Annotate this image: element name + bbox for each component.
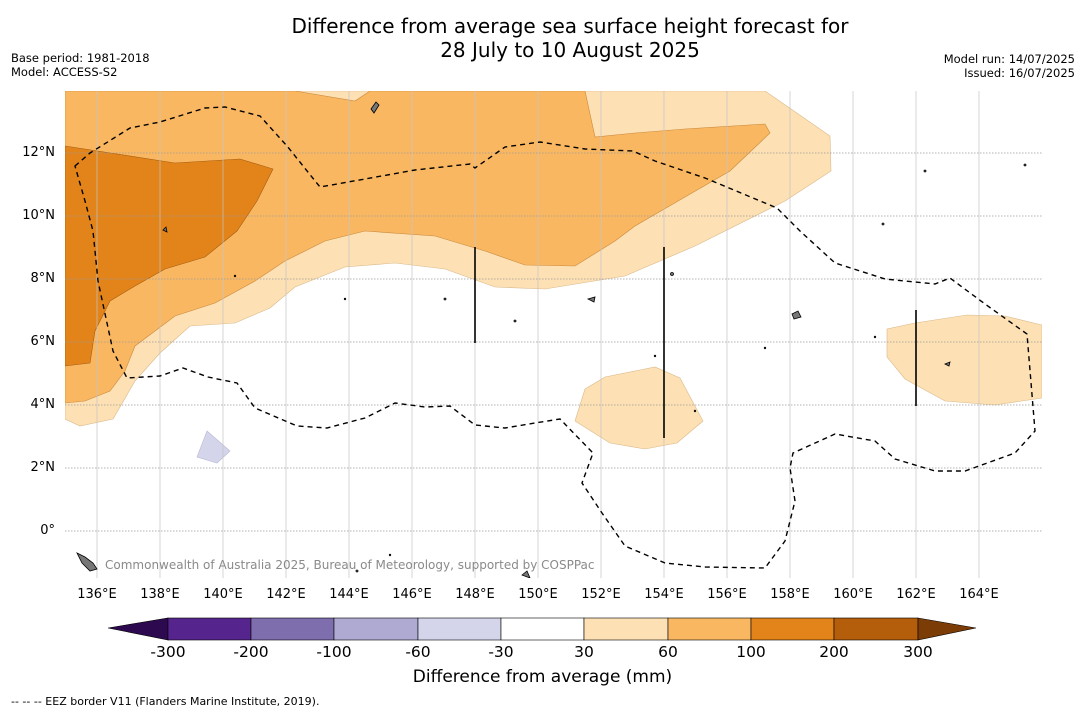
lat-label-2n: 2°N bbox=[30, 460, 56, 475]
colorbar-tick: 100 bbox=[736, 643, 766, 661]
title-line-1: Difference from average sea surface heig… bbox=[291, 14, 849, 38]
island-guam-area bbox=[370, 101, 380, 114]
lon-label-144e: 144°E bbox=[329, 587, 369, 602]
colorbar-bin bbox=[333, 617, 419, 641]
lon-label-150e: 150°E bbox=[518, 587, 558, 602]
lon-label-158e: 158°E bbox=[770, 587, 810, 602]
lon-label-142e: 142°E bbox=[266, 587, 306, 602]
anomaly-regions bbox=[65, 91, 1042, 464]
island-small-4 bbox=[521, 570, 531, 578]
eez-border bbox=[74, 106, 1036, 569]
colorbar-bin bbox=[250, 617, 335, 641]
lat-label-8n: 8°N bbox=[30, 271, 56, 286]
issued-date: Issued: 16/07/2025 bbox=[964, 66, 1075, 80]
island-palau bbox=[76, 552, 98, 572]
colorbar-bin bbox=[750, 617, 835, 641]
lat-label-4n: 4°N bbox=[30, 397, 56, 412]
lon-label-162e: 162°E bbox=[896, 587, 936, 602]
lon-label-160e: 160°E bbox=[833, 587, 873, 602]
map-area bbox=[65, 91, 1042, 578]
lat-label-10n: 10°N bbox=[22, 208, 55, 223]
colorbar-svg bbox=[107, 617, 977, 641]
region-100-200 bbox=[65, 145, 274, 367]
lat-label-12n: 12°N bbox=[22, 145, 55, 160]
lat-label-6n: 6°N bbox=[30, 334, 56, 349]
region-east-30-60 bbox=[886, 314, 1042, 406]
colorbar-bin bbox=[500, 617, 585, 641]
colorbar-tick: 60 bbox=[658, 643, 678, 661]
map-svg bbox=[65, 91, 1042, 578]
lon-label-156e: 156°E bbox=[707, 587, 747, 602]
gridlines bbox=[65, 152, 1042, 532]
colorbar-extend-high bbox=[917, 617, 977, 641]
meta-right: Model run: 14/07/2025 Issued: 16/07/2025 bbox=[944, 52, 1075, 80]
base-period: Base period: 1981-2018 bbox=[11, 51, 150, 65]
colorbar-bin bbox=[167, 617, 252, 641]
lon-label-148e: 148°E bbox=[455, 587, 495, 602]
region-south-30-60 bbox=[574, 366, 704, 450]
colorbar-tick: -200 bbox=[233, 643, 269, 661]
eez-legend-footer: -- -- -- EEZ border V11 (Flanders Marine… bbox=[11, 695, 320, 708]
model-name: Model: ACCESS-S2 bbox=[11, 65, 118, 79]
model-run: Model run: 14/07/2025 bbox=[943, 52, 1075, 66]
colorbar-tick: 200 bbox=[819, 643, 849, 661]
colorbar-title: Difference from average (mm) bbox=[412, 667, 673, 687]
lon-label-164e: 164°E bbox=[959, 587, 999, 602]
lon-label-136e: 136°E bbox=[77, 587, 117, 602]
colorbar-tick: -100 bbox=[316, 643, 352, 661]
islands bbox=[76, 101, 1027, 578]
colorbar-tick: -30 bbox=[488, 643, 514, 661]
colorbar-bin bbox=[667, 617, 752, 641]
lon-label-146e: 146°E bbox=[392, 587, 432, 602]
island-small-3 bbox=[586, 296, 596, 303]
colorbar-bin bbox=[417, 617, 502, 641]
colorbar-tick: 300 bbox=[903, 643, 933, 661]
island-small-1 bbox=[162, 226, 168, 233]
lon-label-152e: 152°E bbox=[581, 587, 621, 602]
colorbar-tick: -300 bbox=[150, 643, 186, 661]
boundary-lines bbox=[474, 247, 917, 438]
colorbar-tick: -60 bbox=[405, 643, 431, 661]
colorbar-bin bbox=[583, 617, 669, 641]
region-negative-30-60 bbox=[196, 430, 231, 464]
meta-left: Base period: 1981-2018 Model: ACCESS-S2 bbox=[11, 51, 150, 79]
colorbar bbox=[107, 616, 978, 648]
map-title: Difference from average sea surface heig… bbox=[0, 14, 1085, 62]
lon-label-140e: 140°E bbox=[203, 587, 243, 602]
lon-label-154e: 154°E bbox=[644, 587, 684, 602]
title-line-2: 28 July to 10 August 2025 bbox=[440, 38, 700, 62]
copyright-notice: Commonwealth of Australia 2025, Bureau o… bbox=[105, 558, 595, 572]
lon-label-138e: 138°E bbox=[140, 587, 180, 602]
colorbar-bin bbox=[833, 617, 919, 641]
island-chuuk bbox=[791, 310, 802, 320]
island-small-2 bbox=[944, 361, 951, 367]
colorbar-extend-low bbox=[107, 617, 169, 641]
colorbar-tick: 30 bbox=[574, 643, 594, 661]
lat-label-0: 0° bbox=[40, 523, 55, 538]
